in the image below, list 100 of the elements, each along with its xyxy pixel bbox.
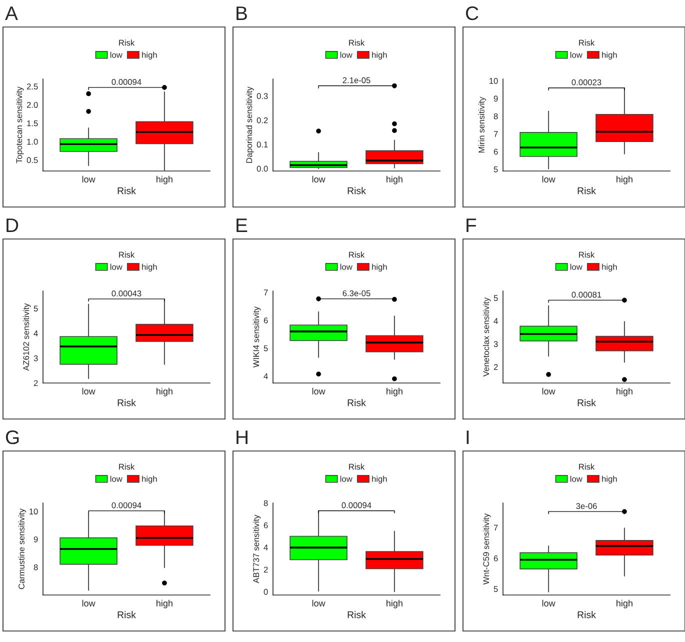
x-axis-title: Risk xyxy=(118,611,136,618)
y-tick-label: 10 xyxy=(490,78,498,84)
y-axis-title: AZ6102 sensitivity xyxy=(22,303,31,371)
x-axis-title: Risk xyxy=(348,187,366,194)
y-tick-label: 0.3 xyxy=(256,93,268,100)
y-tick-label: 2 xyxy=(34,380,38,386)
x-tick-label: low xyxy=(312,176,326,182)
x-tick-label: low xyxy=(82,388,96,394)
x-tick-label: high xyxy=(156,388,172,396)
chart-title: E xyxy=(236,218,248,232)
legend-label: high xyxy=(602,476,617,484)
legend-label: high xyxy=(372,264,387,272)
y-axis-title: ABT737 sensitivity xyxy=(252,514,261,584)
y-tick-label: 8 xyxy=(494,113,498,120)
chart-title: I xyxy=(466,430,469,444)
y-tick-label: 3 xyxy=(34,355,38,362)
y-axis-title: WIKI4 sensitivity xyxy=(252,306,261,368)
y-tick-label: 5 xyxy=(494,586,498,592)
legend-label: low xyxy=(570,264,582,270)
legend-label: low xyxy=(340,264,352,270)
annotation: 0.00094 xyxy=(112,78,142,85)
annotation: 0.00043 xyxy=(112,290,142,296)
legend-label: high xyxy=(372,52,387,60)
x-tick-label: low xyxy=(542,600,556,606)
legend-label: high xyxy=(142,52,157,60)
y-tick-label: 4 xyxy=(264,544,268,550)
x-tick-label: low xyxy=(542,176,556,182)
legend-label: low xyxy=(570,476,582,482)
x-axis-title: Risk xyxy=(118,399,136,406)
x-tick-label: high xyxy=(156,600,172,608)
x-axis-title: Risk xyxy=(578,399,596,406)
chart-title: A xyxy=(5,6,18,20)
x-tick-label: low xyxy=(312,388,326,394)
x-tick-label: high xyxy=(616,176,632,184)
y-tick-label: 2.0 xyxy=(26,102,38,108)
y-tick-label: 4 xyxy=(264,373,268,380)
y-axis-title: Mirin sensitivity xyxy=(478,96,486,153)
y-tick-label: 9 xyxy=(494,96,498,102)
legend-label: high xyxy=(602,264,617,272)
x-axis-title: Risk xyxy=(118,187,136,194)
legend-label: low xyxy=(570,52,582,58)
legend-title: Risk xyxy=(119,40,135,46)
annotation: 0.00081 xyxy=(572,292,602,298)
y-tick-label: 0.5 xyxy=(26,157,38,164)
x-tick-label: high xyxy=(156,176,172,184)
legend-label: low xyxy=(110,264,122,270)
legend-label: low xyxy=(340,52,352,58)
y-tick-label: 2 xyxy=(264,566,268,573)
y-axis-title: Carmustine sensitivity xyxy=(18,508,26,590)
legend-label: low xyxy=(110,476,122,482)
y-tick-label: 8 xyxy=(264,500,268,506)
y-axis-title: Topotecan sensitivity xyxy=(16,86,24,164)
x-axis-title: Risk xyxy=(348,611,366,618)
y-tick-label: 0.1 xyxy=(256,142,268,148)
y-tick-label: 6 xyxy=(494,148,498,155)
x-tick-label: low xyxy=(82,176,96,182)
legend-title: Risk xyxy=(579,40,595,46)
y-tick-label: 1.5 xyxy=(27,120,38,126)
chart-title: G xyxy=(6,430,19,444)
y-tick-label: 6 xyxy=(264,522,268,528)
y-tick-label: 6 xyxy=(264,317,268,324)
y-tick-label: 10 xyxy=(30,508,38,514)
y-tick-label: 0.2 xyxy=(256,117,268,124)
x-tick-label: low xyxy=(82,600,96,606)
legend-label: high xyxy=(142,476,157,484)
x-tick-label: low xyxy=(312,600,326,606)
x-axis-title: Risk xyxy=(578,611,596,618)
y-tick-label: 0.0 xyxy=(256,166,268,172)
y-tick-label: 8 xyxy=(34,564,38,570)
legend-title: Risk xyxy=(579,464,595,470)
y-axis-title: Venetoclax sensitivity xyxy=(482,297,491,377)
x-tick-label: high xyxy=(616,388,632,396)
y-tick-label: 7 xyxy=(494,524,498,531)
legend-title: Risk xyxy=(349,40,365,46)
annotation: 2.1e-05 xyxy=(342,77,370,84)
x-tick-label: high xyxy=(386,600,402,608)
y-tick-label: 6 xyxy=(494,555,498,562)
y-tick-label: 2.5 xyxy=(26,84,38,90)
y-axis-title: Wnt-C59 sensitivity xyxy=(482,513,491,585)
legend-title: Risk xyxy=(119,464,135,470)
chart-title: B xyxy=(236,6,247,20)
legend-title: Risk xyxy=(579,252,595,258)
legend-title: Risk xyxy=(349,252,365,258)
chart-title: D xyxy=(6,218,18,232)
x-tick-label: low xyxy=(542,388,556,394)
chart-title: C xyxy=(466,6,478,20)
y-tick-label: 7 xyxy=(494,131,498,137)
annotation: 0.00094 xyxy=(342,502,372,508)
y-tick-label: 2 xyxy=(494,364,498,370)
y-tick-label: 9 xyxy=(34,536,38,542)
x-axis-title: Risk xyxy=(348,399,366,406)
x-axis-title: Risk xyxy=(578,187,596,194)
chart-title: F xyxy=(466,218,476,232)
annotation: 6.3e-05 xyxy=(342,290,370,296)
legend-label: high xyxy=(142,264,157,272)
legend-label: low xyxy=(340,476,352,482)
annotation: 3e-06 xyxy=(576,503,597,510)
y-tick-label: 0 xyxy=(264,588,268,595)
y-tick-label: 5 xyxy=(494,295,498,301)
y-tick-label: 7 xyxy=(264,290,268,296)
